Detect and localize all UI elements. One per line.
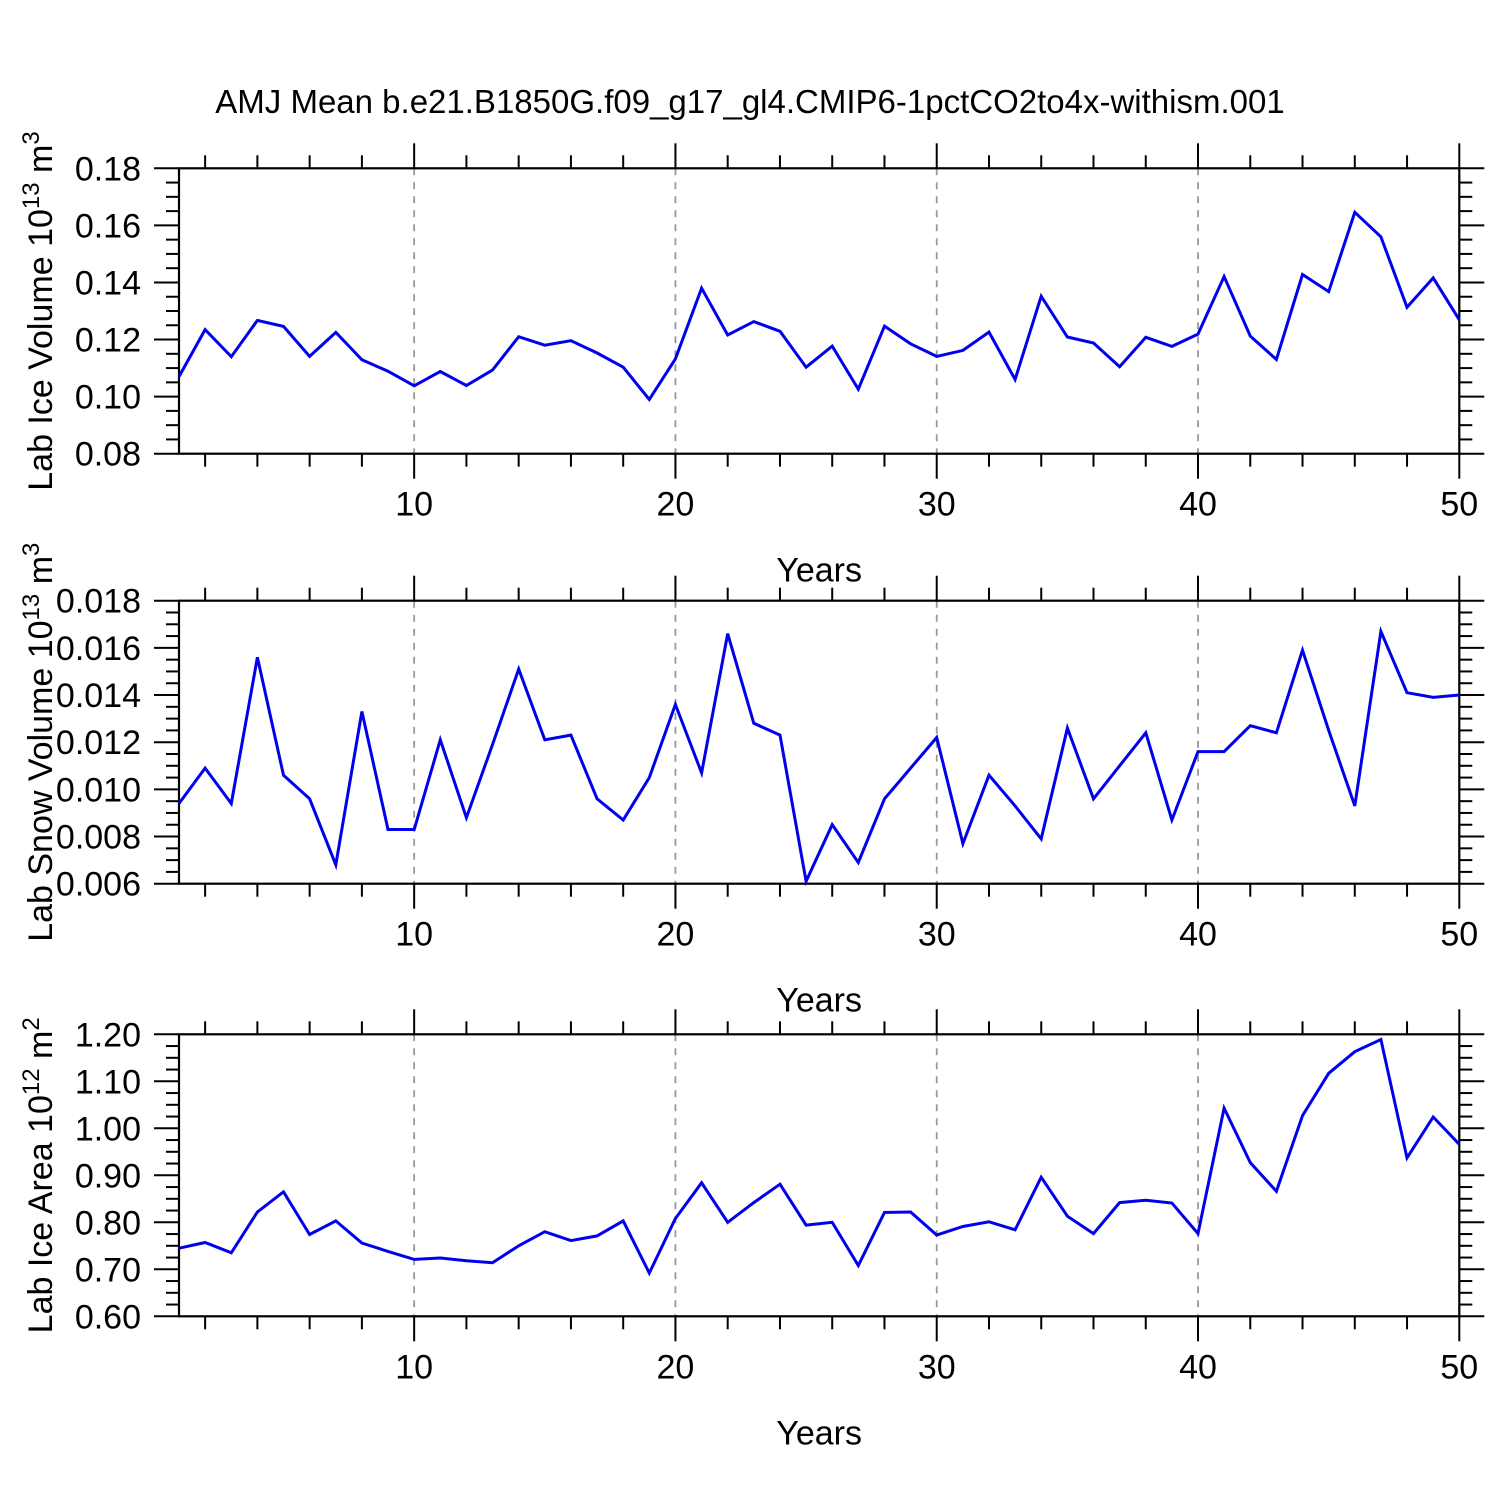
x-tick-label: 30 [918, 916, 956, 954]
x-tick-label: 20 [657, 916, 695, 954]
y-tick-label: 0.90 [75, 1157, 141, 1195]
series-line [177, 625, 1460, 887]
plot-frame [177, 1033, 1461, 1318]
chart-title: AMJ Mean b.e21.B1850G.f09_g17_gl4.CMIP6-… [215, 83, 1285, 120]
y-tick-label: 1.10 [75, 1063, 141, 1101]
y-tick-label: 0.14 [75, 264, 141, 302]
x-axis-title: Years [776, 1414, 862, 1452]
panel-lab-ice-volume: 10 20 30 40 50 0.08 0.10 0.12 0.14 0.16 0.18 Years L… [18, 131, 1485, 590]
x-tick-label: 30 [918, 1348, 956, 1386]
x-tick-label: 30 [918, 486, 956, 524]
x-tick-label: 40 [1179, 1348, 1217, 1386]
y-tick-label: 0.12 [75, 322, 141, 360]
y-tick-label: 0.008 [56, 819, 141, 857]
y-tick-label: 0.010 [56, 771, 141, 809]
y-tick-label: 0.006 [56, 866, 141, 904]
plot-frame [177, 599, 1461, 885]
x-tick-label: 50 [1440, 916, 1478, 954]
series-line [178, 1037, 1461, 1277]
x-tick-label: 40 [1179, 916, 1217, 954]
series-line [177, 209, 1461, 403]
x-tick-label: 50 [1440, 486, 1478, 524]
x-tick-label: 50 [1440, 1348, 1478, 1386]
panel-lab-ice-area: 10 20 30 40 50 0.60 0.70 0.80 0.90 1.00 1.10 1.20 Ye… [18, 1009, 1485, 1452]
y-axis-title: Lab Snow Volume 1013 m3 [18, 543, 60, 942]
panel-lab-snow-volume: 10 20 30 40 50 0.006 0.008 0.010 0.012 0.014 0.016… [18, 543, 1485, 1020]
y-tick-label: 0.08 [75, 436, 141, 474]
y-tick-label: 0.018 [56, 583, 141, 621]
x-axis-title: Years [776, 982, 862, 1020]
y-tick-label: 0.70 [75, 1251, 141, 1289]
y-tick-label: 0.016 [56, 630, 141, 668]
y-tick-label: 0.10 [75, 379, 141, 417]
x-tick-label: 20 [657, 1348, 695, 1386]
plot-frame [177, 167, 1461, 455]
x-tick-label: 10 [395, 916, 433, 954]
y-tick-label: 0.16 [75, 207, 141, 245]
x-tick-label: 10 [395, 1348, 433, 1386]
x-tick-label: 40 [1179, 486, 1217, 524]
y-tick-label: 0.60 [75, 1298, 141, 1336]
x-axis-title: Years [776, 552, 862, 590]
x-tick-label: 10 [395, 486, 433, 524]
y-tick-label: 1.20 [75, 1016, 141, 1054]
y-axis-title: Lab Ice Volume 1013 m3 [18, 131, 60, 491]
y-tick-label: 0.18 [75, 150, 141, 188]
x-tick-label: 20 [657, 486, 695, 524]
y-tick-label: 0.012 [56, 724, 141, 762]
y-tick-label: 0.80 [75, 1204, 141, 1242]
y-axis-title: Lab Ice Area 1012 m2 [18, 1017, 60, 1333]
y-tick-label: 0.014 [56, 677, 141, 715]
y-tick-label: 1.00 [75, 1110, 141, 1148]
